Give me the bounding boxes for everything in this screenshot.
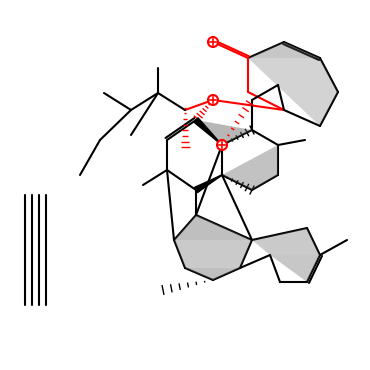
Polygon shape	[196, 120, 252, 145]
Polygon shape	[248, 58, 338, 126]
Polygon shape	[174, 215, 252, 240]
Polygon shape	[270, 255, 320, 282]
Polygon shape	[252, 228, 320, 255]
Circle shape	[208, 37, 218, 47]
Polygon shape	[194, 118, 222, 145]
Polygon shape	[248, 42, 320, 58]
Circle shape	[208, 95, 218, 105]
Polygon shape	[174, 240, 252, 268]
Circle shape	[217, 140, 227, 150]
Polygon shape	[195, 175, 222, 193]
Polygon shape	[222, 145, 278, 190]
Polygon shape	[185, 268, 240, 280]
